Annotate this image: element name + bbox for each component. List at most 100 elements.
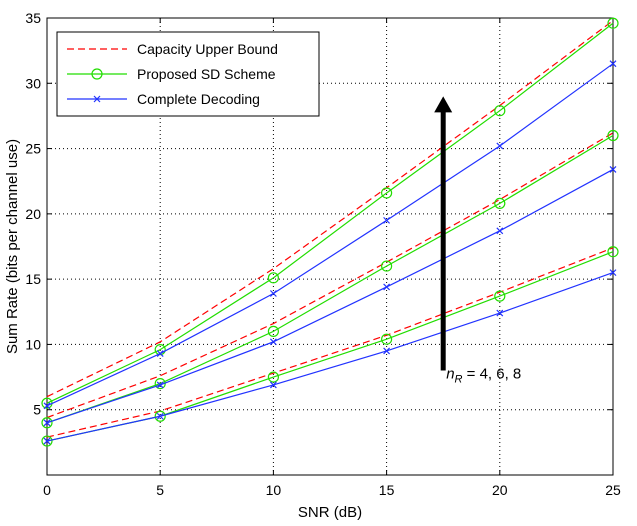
y-tick-label: 5	[33, 402, 41, 418]
series-nR4-complete-decoding	[43, 269, 617, 445]
data-point	[269, 290, 277, 297]
series-line	[46, 134, 614, 424]
y-axis-label: Sum Rate (bits per channel use)	[4, 139, 21, 354]
data-point	[267, 272, 279, 284]
legend-entry: Capacity Upper Bound	[67, 41, 278, 57]
series-nR6-capacity-upper-bound	[46, 132, 614, 419]
annotation: nR = 4, 6, 8	[434, 96, 521, 386]
marker-stroke	[269, 381, 277, 389]
data-point	[269, 381, 277, 389]
legend-marker	[91, 68, 103, 80]
marker-stroke	[496, 309, 504, 317]
data-point	[381, 187, 393, 199]
series-line	[46, 132, 614, 419]
data-series	[41, 17, 619, 447]
data-point	[154, 410, 166, 422]
legend-label: Complete Decoding	[137, 91, 260, 107]
data-point	[607, 17, 619, 29]
series-line	[46, 247, 614, 438]
x-axis-label: SNR (dB)	[298, 504, 362, 521]
x-tick-label: 10	[266, 482, 282, 498]
data-point	[607, 246, 619, 258]
legend: Capacity Upper Bound Proposed SD Scheme Co…	[56, 31, 320, 117]
series-line	[46, 272, 614, 442]
data-point	[609, 269, 617, 277]
series-line	[46, 63, 614, 407]
data-point	[269, 338, 277, 346]
annotation-values: = 4, 6, 8	[462, 366, 521, 383]
marker-stroke	[93, 95, 101, 103]
data-point	[496, 142, 504, 150]
data-point	[41, 417, 53, 429]
data-point	[607, 129, 619, 142]
data-point	[496, 227, 504, 235]
marker-stroke	[156, 350, 164, 357]
data-point	[609, 60, 617, 68]
series-line	[46, 168, 614, 424]
data-point	[381, 333, 393, 345]
data-point	[267, 371, 279, 383]
annotation-variable: n	[446, 366, 454, 383]
data-point	[156, 350, 164, 357]
legend-marker	[93, 95, 101, 103]
legend-entry: Complete Decoding	[67, 91, 260, 107]
marker-stroke	[496, 227, 504, 235]
series-nR6-complete-decoding	[43, 166, 617, 427]
data-point	[381, 260, 393, 272]
y-tick-label: 25	[25, 141, 41, 157]
legend-label: Proposed SD Scheme	[137, 66, 276, 82]
series-nR8-capacity-upper-bound	[46, 20, 614, 398]
marker-stroke	[43, 402, 51, 410]
legend-label: Capacity Upper Bound	[137, 41, 278, 57]
marker-stroke	[43, 437, 51, 445]
series-line	[46, 20, 614, 398]
x-tick-label: 20	[492, 482, 508, 498]
marker-stroke	[609, 60, 617, 68]
data-point	[609, 166, 617, 173]
marker-stroke	[383, 283, 391, 291]
y-tick-label: 35	[25, 10, 41, 26]
y-tick-label: 30	[25, 75, 41, 91]
y-tick-label: 10	[25, 336, 41, 352]
data-point	[383, 216, 391, 224]
series-nR4-capacity-upper-bound	[46, 247, 614, 438]
data-point	[154, 344, 166, 356]
marker-stroke	[43, 419, 51, 427]
data-point	[267, 325, 279, 337]
data-point	[496, 309, 504, 317]
legend-entry: Proposed SD Scheme	[67, 66, 276, 82]
x-tick-label: 15	[379, 482, 395, 498]
marker-stroke	[269, 338, 277, 346]
data-point	[43, 437, 51, 445]
data-point	[494, 105, 506, 117]
annotation-text: nR = 4, 6, 8	[446, 366, 521, 386]
data-point	[41, 435, 53, 447]
series-nR8-proposed-sd-scheme	[41, 17, 619, 409]
data-point	[494, 290, 506, 302]
marker-stroke	[609, 166, 617, 173]
marker-stroke	[383, 347, 391, 355]
marker-stroke	[156, 381, 164, 389]
marker-stroke	[156, 412, 164, 420]
series-nR4-proposed-sd-scheme	[41, 246, 619, 447]
data-point	[383, 347, 391, 355]
data-point	[156, 412, 164, 420]
marker-stroke	[269, 290, 277, 297]
marker-stroke	[496, 142, 504, 150]
y-tick-label: 20	[25, 206, 41, 222]
data-point	[494, 197, 506, 210]
data-point	[43, 419, 51, 427]
data-point	[383, 283, 391, 291]
series-line	[46, 22, 614, 404]
series-nR8-complete-decoding	[43, 60, 617, 410]
marker-stroke	[609, 269, 617, 277]
x-tick-label: 0	[43, 482, 51, 498]
data-point	[156, 381, 164, 389]
x-tick-label: 25	[605, 482, 621, 498]
series-line	[46, 251, 614, 442]
series-nR6-proposed-sd-scheme	[41, 129, 619, 429]
marker-stroke	[383, 216, 391, 224]
x-tick-label: 5	[156, 482, 164, 498]
y-tick-label: 15	[25, 271, 41, 287]
